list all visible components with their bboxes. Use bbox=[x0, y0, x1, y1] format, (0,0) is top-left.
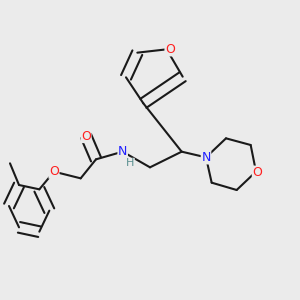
Text: N: N bbox=[201, 151, 211, 164]
Text: O: O bbox=[165, 43, 175, 56]
Text: N: N bbox=[118, 145, 128, 158]
Text: H: H bbox=[126, 158, 134, 168]
Text: O: O bbox=[81, 130, 91, 142]
Text: O: O bbox=[49, 165, 59, 178]
Text: O: O bbox=[252, 166, 262, 179]
